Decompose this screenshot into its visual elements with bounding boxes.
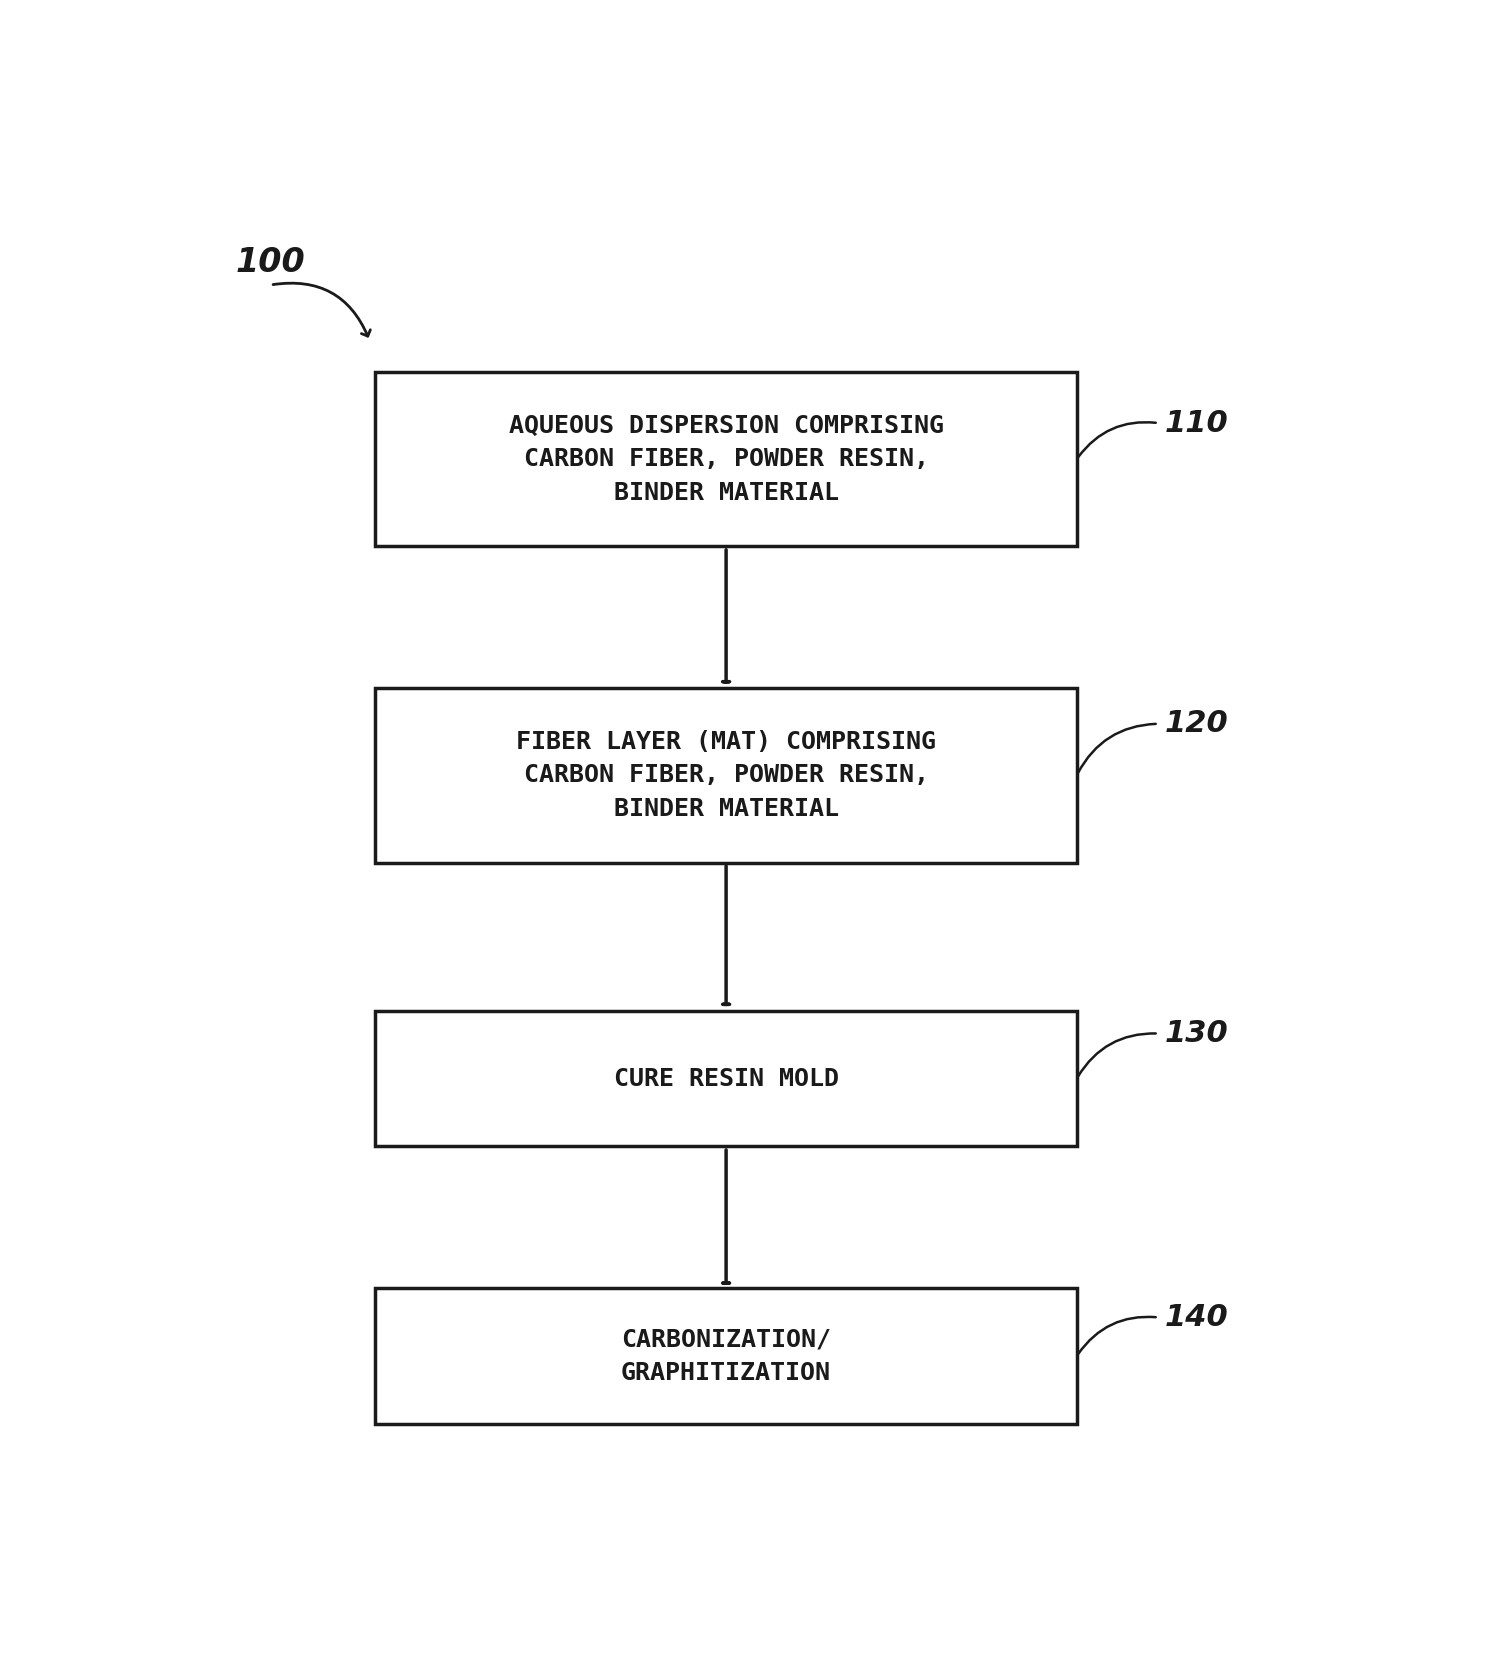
Bar <box>375 372 1077 546</box>
Bar <box>375 1011 1077 1146</box>
Text: 120: 120 <box>1164 709 1228 739</box>
Text: 130: 130 <box>1164 1019 1228 1048</box>
Text: CURE RESIN MOLD: CURE RESIN MOLD <box>614 1066 838 1091</box>
Text: FIBER LAYER (MAT) COMPRISING
CARBON FIBER, POWDER RESIN,
BINDER MATERIAL: FIBER LAYER (MAT) COMPRISING CARBON FIBE… <box>516 731 936 821</box>
Bar <box>375 689 1077 863</box>
Text: 100: 100 <box>235 246 305 280</box>
Bar <box>375 1289 1077 1425</box>
Text: 140: 140 <box>1164 1302 1228 1332</box>
Text: 110: 110 <box>1164 409 1228 437</box>
Text: CARBONIZATION/
GRAPHITIZATION: CARBONIZATION/ GRAPHITIZATION <box>621 1327 831 1384</box>
Text: AQUEOUS DISPERSION COMPRISING
CARBON FIBER, POWDER RESIN,
BINDER MATERIAL: AQUEOUS DISPERSION COMPRISING CARBON FIB… <box>508 414 944 504</box>
